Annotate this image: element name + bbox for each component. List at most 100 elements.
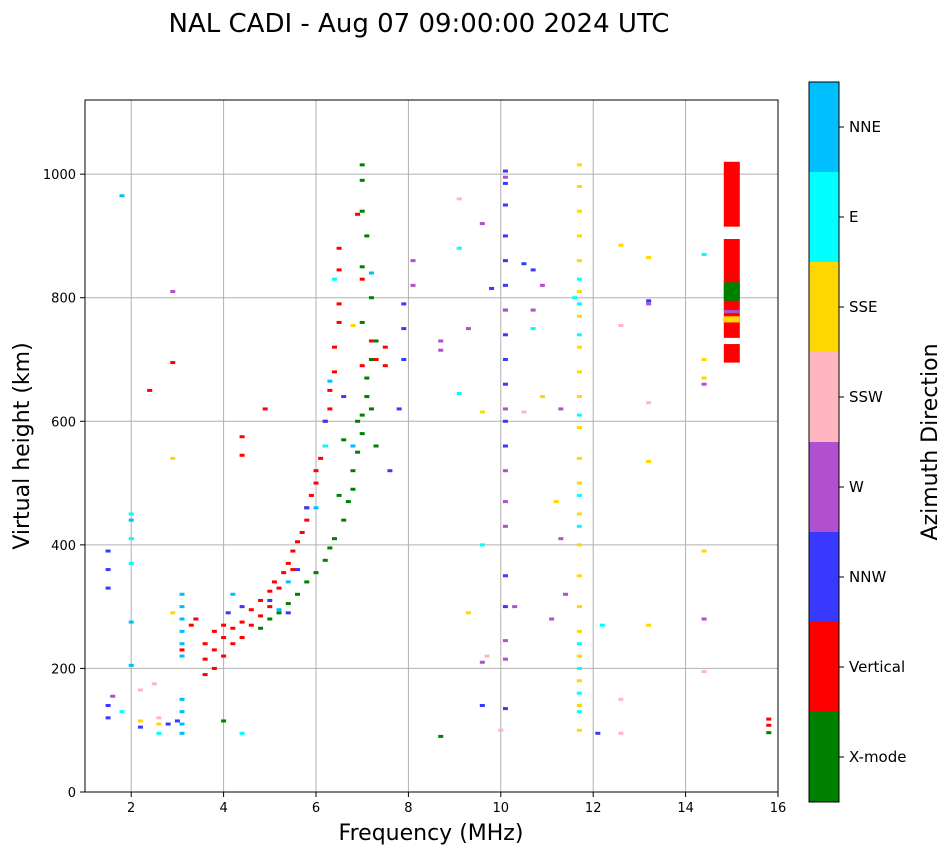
- data-point: [285, 611, 291, 615]
- series-w: [110, 175, 707, 698]
- data-point: [456, 246, 462, 250]
- data-point: [174, 719, 180, 723]
- data-point: [576, 290, 582, 294]
- data-point: [576, 629, 582, 633]
- data-point: [211, 666, 217, 670]
- data-point: [119, 710, 125, 714]
- data-point: [618, 324, 624, 328]
- data-point: [576, 345, 582, 349]
- data-point: [258, 598, 264, 602]
- x-tick-label: 16: [770, 801, 787, 816]
- data-point: [239, 435, 245, 439]
- data-point: [484, 654, 490, 658]
- data-point: [336, 302, 342, 306]
- data-point: [766, 717, 772, 721]
- colorbar-label: E: [849, 208, 858, 226]
- data-point: [170, 611, 176, 615]
- data-point: [576, 259, 582, 263]
- data-point: [479, 222, 485, 226]
- data-point: [350, 487, 356, 491]
- data-point: [221, 654, 227, 658]
- data-bar: [723, 316, 740, 323]
- data-point: [368, 296, 374, 300]
- y-tick-label: 1000: [43, 168, 76, 183]
- data-point: [558, 407, 564, 411]
- data-point: [239, 731, 245, 735]
- data-point: [304, 506, 310, 510]
- data-point: [345, 500, 351, 504]
- data-point: [202, 642, 208, 646]
- data-point: [766, 723, 772, 727]
- data-point: [322, 558, 328, 562]
- data-point: [502, 358, 508, 361]
- data-point: [502, 259, 508, 263]
- series-vertical: [147, 212, 772, 727]
- data-point: [165, 722, 171, 726]
- data-point: [502, 605, 508, 609]
- data-point: [576, 679, 582, 683]
- colorbar-segment: [809, 262, 839, 352]
- data-point: [179, 722, 185, 726]
- data-point: [170, 456, 176, 460]
- data-point: [502, 169, 508, 173]
- data-point: [179, 654, 185, 658]
- data-point: [105, 704, 111, 707]
- data-point: [156, 731, 162, 735]
- data-point: [258, 614, 264, 618]
- data-point: [465, 327, 471, 331]
- data-point: [327, 388, 333, 392]
- x-tick-label: 8: [404, 801, 412, 816]
- data-point: [170, 290, 176, 294]
- data-point: [646, 256, 652, 260]
- data-point: [355, 212, 361, 216]
- data-point: [646, 401, 652, 405]
- data-point: [479, 543, 485, 547]
- data-point: [105, 549, 111, 553]
- data-point: [239, 620, 245, 624]
- grid-lines: [85, 100, 779, 793]
- data-point: [502, 444, 508, 448]
- data-point: [341, 438, 347, 442]
- data-point: [267, 589, 273, 593]
- data-point: [489, 286, 495, 290]
- colorbar-segment: [809, 712, 839, 802]
- data-point: [401, 327, 407, 331]
- data-point: [359, 364, 365, 368]
- data-point: [521, 262, 527, 266]
- data-point: [576, 704, 582, 707]
- data-point: [304, 580, 310, 584]
- data-point: [479, 660, 485, 664]
- data-point: [331, 370, 337, 374]
- data-point: [359, 209, 365, 213]
- colorbar: X-mode Vertical NNW W SSW SSE E NNE: [808, 81, 906, 803]
- data-point: [701, 549, 707, 553]
- data-point: [562, 592, 568, 596]
- data-point: [341, 395, 347, 399]
- data-point: [530, 327, 536, 331]
- data-point: [151, 682, 157, 686]
- data-point: [290, 549, 296, 553]
- data-point: [322, 419, 328, 423]
- data-point: [285, 602, 291, 606]
- data-point: [618, 697, 624, 701]
- data-point: [105, 568, 111, 572]
- data-point: [512, 605, 518, 609]
- x-tick-label: 6: [312, 801, 320, 816]
- data-point: [401, 358, 407, 361]
- data-point: [576, 163, 582, 167]
- data-point: [502, 382, 508, 386]
- data-point: [336, 320, 342, 324]
- data-point: [313, 469, 319, 473]
- data-point: [350, 469, 356, 473]
- data-point: [539, 283, 545, 287]
- data-point: [502, 639, 508, 643]
- data-point: [327, 407, 333, 411]
- y-axis-label: Virtual height (km): [10, 342, 35, 549]
- data-point: [576, 425, 582, 429]
- data-point: [336, 268, 342, 272]
- series-e: [119, 246, 707, 735]
- data-point: [179, 648, 185, 652]
- data-point: [438, 348, 444, 352]
- data-point: [368, 339, 374, 343]
- data-point: [576, 413, 582, 417]
